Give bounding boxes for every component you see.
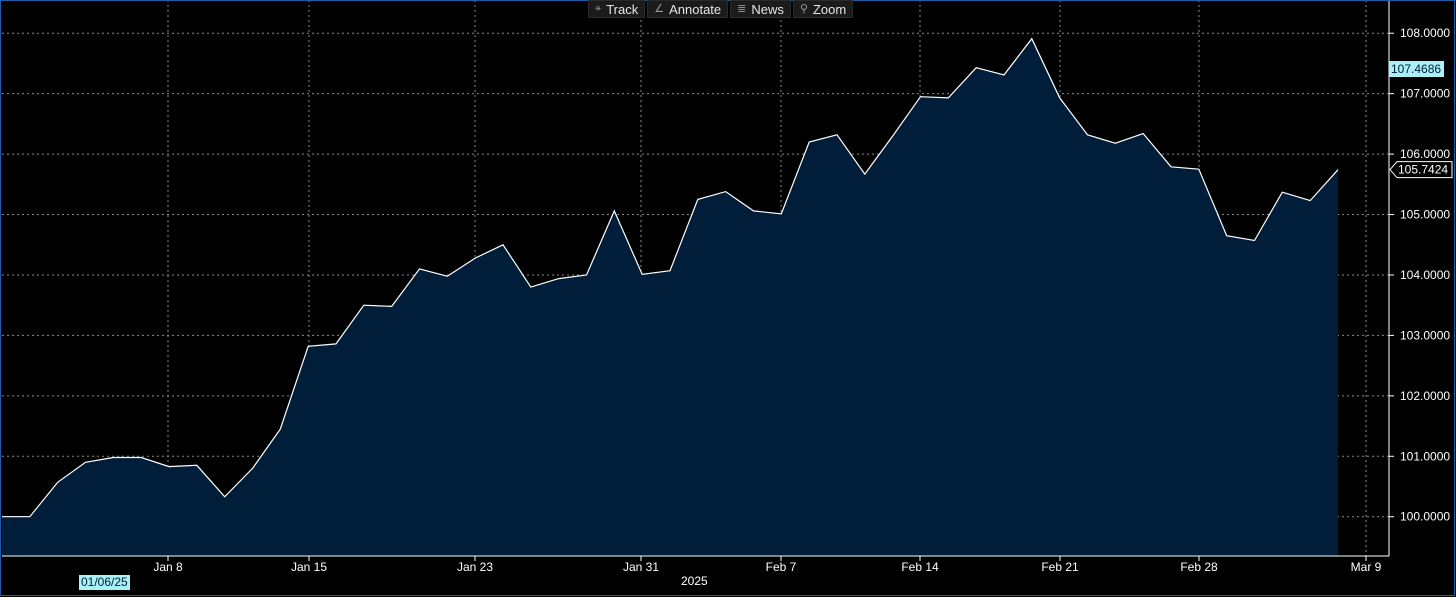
news-icon: ≣ xyxy=(737,2,747,15)
y-tick-label-3: 103.0000 xyxy=(1400,328,1450,342)
y-tick-label-6: 106.0000 xyxy=(1400,147,1450,161)
crosshair-icon: ⌖ xyxy=(595,2,602,15)
annotate-button[interactable]: ∠ Annotate xyxy=(647,0,729,18)
y-axis-tick-labels: 100.0000 101.0000 102.0000 103.0000 104.0000… xyxy=(1400,26,1450,523)
track-label: Track xyxy=(606,1,639,17)
start-date-badge: 01/06/25 xyxy=(79,575,130,590)
y-tick-label-2: 102.0000 xyxy=(1400,389,1450,403)
y-tick-label-7: 107.0000 xyxy=(1400,87,1450,101)
y-tick-label-1: 101.0000 xyxy=(1400,449,1450,463)
y-tick-label-4: 104.0000 xyxy=(1400,268,1450,282)
year-label: 2025 xyxy=(681,574,708,588)
track-button[interactable]: ⌖ Track xyxy=(588,0,646,18)
x-tick-label-4: Feb 7 xyxy=(766,560,797,574)
x-axis-tick-labels: Jan 8 Jan 15 Jan 23 Jan 31 Feb 7 Feb 14 Feb 21… xyxy=(153,560,1381,574)
x-tick-label-0: Jan 8 xyxy=(153,560,183,574)
x-tick-label-7: Feb 28 xyxy=(1180,560,1218,574)
last-value-badge-bg xyxy=(1389,161,1453,179)
news-button[interactable]: ≣ News xyxy=(730,0,791,18)
zoom-button[interactable]: ⚲ Zoom xyxy=(792,0,854,18)
magnifier-icon: ⚲ xyxy=(799,2,808,15)
chart-toolbar: ⌖ Track ∠ Annotate ≣ News ⚲ Zoom xyxy=(588,0,854,18)
last-value-badge: 105.7424 xyxy=(1398,163,1448,177)
x-tick-label-2: Jan 23 xyxy=(457,560,493,574)
x-tick-label-3: Jan 31 xyxy=(623,560,659,574)
y-tick-label-5: 105.0000 xyxy=(1400,208,1450,222)
y-tick-label-0: 100.0000 xyxy=(1400,510,1450,524)
zoom-label: Zoom xyxy=(812,1,847,17)
x-tick-label-5: Feb 14 xyxy=(901,560,939,574)
y-tick-label-8: 108.0000 xyxy=(1400,26,1450,40)
x-tick-label-1: Jan 15 xyxy=(291,560,327,574)
x-tick-label-8: Mar 9 xyxy=(1351,560,1382,574)
news-label: News xyxy=(751,1,784,17)
series-area xyxy=(2,38,1338,556)
high-value-badge: 107.4686 xyxy=(1391,62,1441,76)
pencil-icon: ∠ xyxy=(654,2,665,15)
price-badges: 107.4686 105.7424 xyxy=(1389,61,1453,179)
high-value-badge-bg xyxy=(1389,61,1444,77)
annotate-label: Annotate xyxy=(669,1,722,17)
series-line xyxy=(2,37,1339,518)
x-tick-label-6: Feb 21 xyxy=(1041,560,1079,574)
